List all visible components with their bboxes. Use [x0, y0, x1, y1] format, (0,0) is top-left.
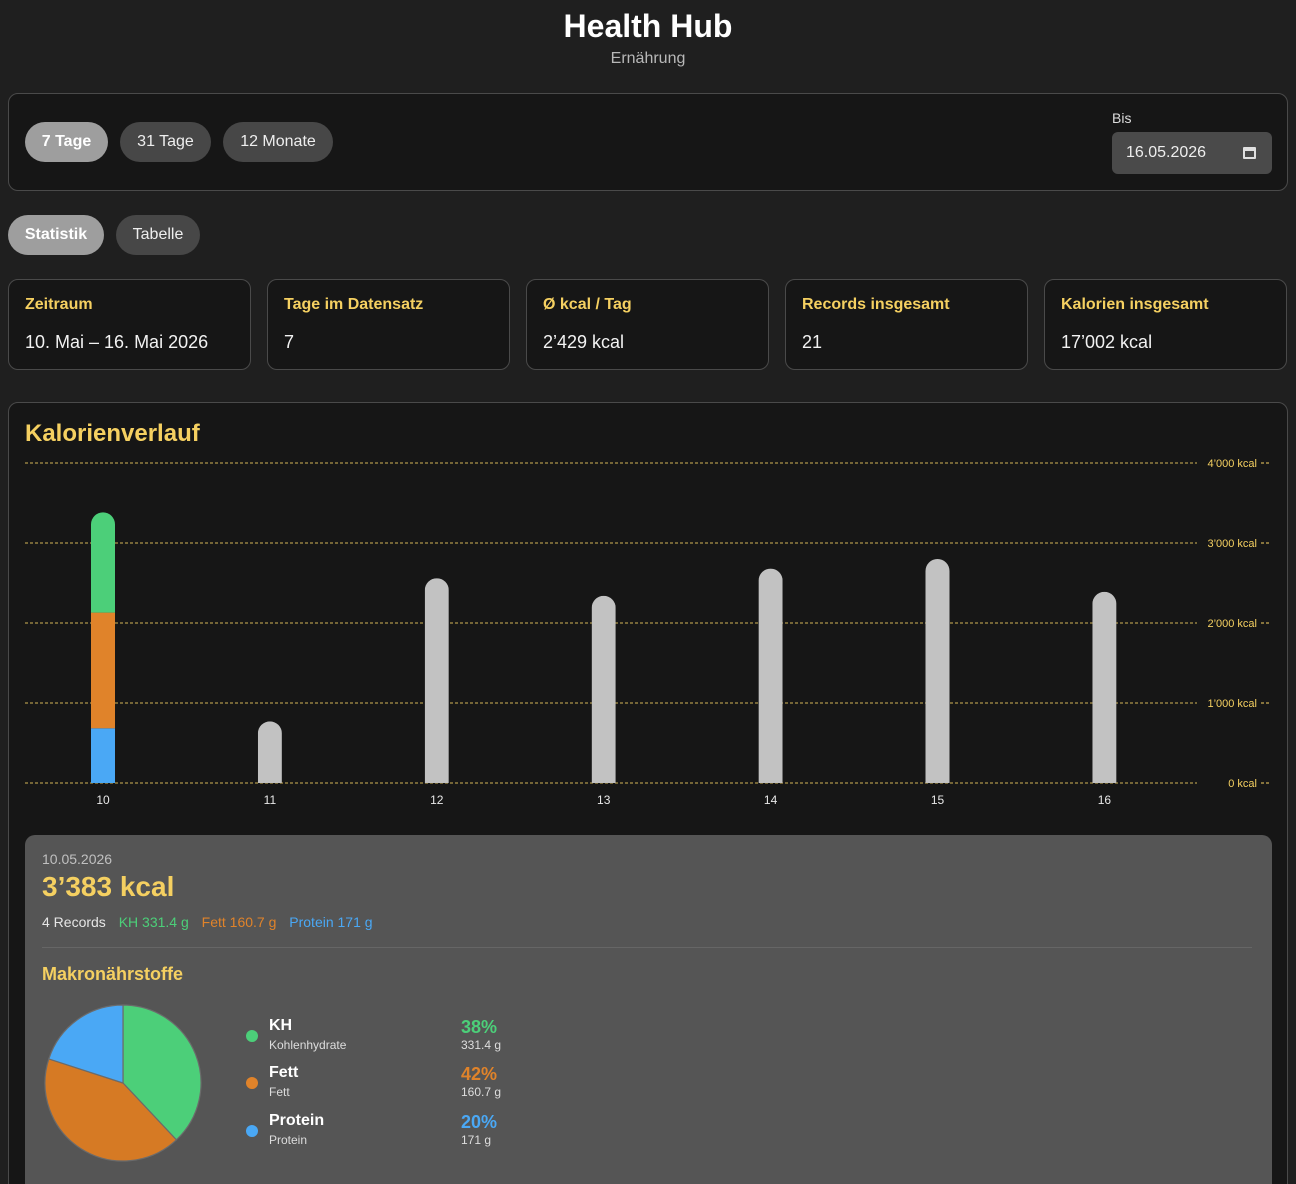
pie-slice-protein: [48, 1004, 124, 1084]
stat-card-avg-kcal: Ø kcal / Tag 2’429 kcal: [526, 279, 769, 370]
bar-segment-protein: [91, 728, 115, 783]
bar-11[interactable]: [257, 721, 282, 783]
x-tick-label: 12: [430, 793, 444, 807]
range-31-days-button[interactable]: 31 Tage: [120, 122, 211, 162]
bar-fill: [758, 568, 783, 783]
legend-pct: 38%: [461, 1017, 498, 1037]
day-detail-card: 10.05.2026 3’383 kcal 4 Records KH 331.4…: [25, 835, 1272, 1184]
y-tick-label: 3’000 kcal: [1207, 538, 1257, 550]
x-tick-label: 16: [1098, 793, 1112, 807]
bar-segment-fett: [91, 612, 115, 729]
bar-10[interactable]: [91, 507, 115, 783]
date-input[interactable]: 16.05.2026: [1112, 132, 1272, 174]
legend-name: Protein: [269, 1112, 325, 1129]
macro-title: Makronährstoffe: [42, 964, 184, 984]
stat-label: Tage im Datensatz: [284, 296, 424, 313]
legend-sub: Fett: [269, 1085, 290, 1099]
bar-fill: [257, 721, 282, 783]
legend-grams: 160.7 g: [461, 1085, 502, 1099]
stat-value: 17’002 kcal: [1061, 332, 1153, 352]
bar-fill: [925, 559, 950, 783]
stat-value: 10. Mai – 16. Mai 2026: [25, 332, 209, 352]
x-tick-label: 11: [264, 793, 277, 807]
legend-item-kh: KH Kohlenhydrate 38% 331.4 g: [246, 1017, 546, 1057]
calorie-chart: 0 kcal 1’000 kcal 2’000 kcal 3’000 kcal 4’00…: [25, 458, 1271, 807]
legend-pct: 42%: [461, 1064, 498, 1084]
stat-label: Zeitraum: [25, 296, 93, 313]
stat-label: Records insgesamt: [802, 296, 950, 313]
legend-grams: 331.4 g: [461, 1038, 502, 1052]
legend-pct: 20%: [461, 1112, 498, 1132]
bar-15[interactable]: [925, 559, 950, 783]
range-panel: 7 Tage 31 Tage 12 Monate Bis 16.05.2026: [8, 93, 1288, 191]
detail-records: 4 Records: [42, 914, 106, 930]
legend-sub: Kohlenhydrate: [269, 1038, 347, 1052]
bar-fill: [591, 595, 616, 783]
stat-label: Ø kcal / Tag: [543, 296, 632, 313]
bar-fill: [1092, 591, 1117, 783]
legend-grams: 171 g: [461, 1133, 492, 1147]
y-tick-label: 4’000 kcal: [1207, 458, 1257, 470]
bar-12[interactable]: [424, 578, 449, 783]
app-title: Health Hub: [563, 8, 733, 44]
stat-value: 7: [284, 332, 295, 352]
tab-statistik[interactable]: Statistik: [8, 215, 104, 255]
detail-meta: 4 Records KH 331.4 g Fett 160.7 g Protei…: [42, 914, 382, 930]
stat-label: Kalorien insgesamt: [1061, 296, 1209, 313]
x-tick-label: 15: [931, 793, 945, 807]
legend-sub: Protein: [269, 1133, 308, 1147]
y-tick-label: 1’000 kcal: [1207, 698, 1257, 710]
bar-16[interactable]: [1092, 591, 1117, 783]
bar-14[interactable]: [758, 568, 783, 783]
y-tick-label: 0 kcal: [1228, 778, 1257, 790]
detail-fett: Fett 160.7 g: [201, 914, 277, 930]
x-tick-label: 14: [764, 793, 778, 807]
x-tick-label: 13: [597, 793, 611, 807]
pie-slice-kh: [122, 1004, 202, 1141]
calendar-icon[interactable]: [1243, 147, 1256, 159]
date-label: Bis: [1112, 110, 1132, 126]
stat-value: 2’429 kcal: [543, 332, 625, 352]
stat-card-total-kcal: Kalorien insgesamt 17’002 kcal: [1044, 279, 1287, 370]
divider: [42, 947, 1252, 948]
detail-protein: Protein 171 g: [289, 914, 373, 930]
range-12-months-button[interactable]: 12 Monate: [223, 122, 333, 162]
legend-item-protein: Protein Protein 20% 171 g: [246, 1112, 546, 1152]
stat-card-records: Records insgesamt 21: [785, 279, 1028, 370]
protein-dot-icon: [246, 1125, 258, 1137]
stat-card-zeitraum: Zeitraum 10. Mai – 16. Mai 2026: [8, 279, 251, 370]
macro-pie-chart: [44, 1004, 202, 1162]
bar-13[interactable]: [591, 595, 616, 783]
detail-date: 10.05.2026: [42, 851, 113, 867]
legend-name: KH: [269, 1017, 293, 1034]
date-value: 16.05.2026: [1126, 144, 1207, 161]
bar-segment-kh: [91, 512, 115, 613]
detail-total-kcal: 3’383 kcal: [42, 871, 175, 902]
kh-dot-icon: [246, 1030, 258, 1042]
tab-tabelle[interactable]: Tabelle: [116, 215, 200, 255]
stat-value: 21: [802, 332, 823, 352]
stat-card-tage: Tage im Datensatz 7: [267, 279, 510, 370]
app-header: Health Hub Ernährung: [0, 0, 1296, 68]
range-7-days-button[interactable]: 7 Tage: [25, 122, 108, 162]
bar-fill: [424, 578, 449, 783]
legend-item-fett: Fett Fett 42% 160.7 g: [246, 1064, 546, 1104]
detail-kh: KH 331.4 g: [118, 914, 189, 930]
chart-title: Kalorienverlauf: [25, 420, 200, 447]
fett-dot-icon: [246, 1077, 258, 1089]
x-tick-label: 10: [96, 793, 110, 807]
chart-panel: Kalorienverlauf 0 kcal 1’000 kcal 2’000 kc…: [8, 402, 1288, 1184]
legend-name: Fett: [269, 1064, 299, 1081]
y-tick-label: 2’000 kcal: [1207, 618, 1257, 630]
pie-slice-fett: [44, 1058, 178, 1162]
app-subtitle: Ernährung: [610, 50, 686, 67]
